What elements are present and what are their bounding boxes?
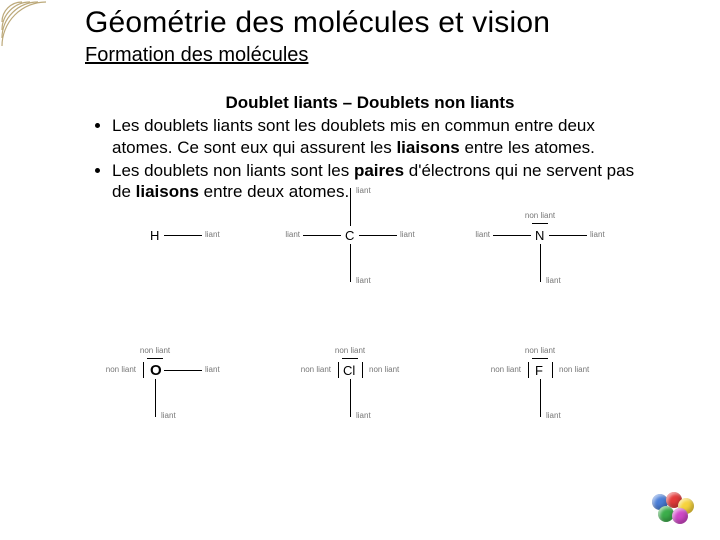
bond-line bbox=[532, 358, 548, 359]
page-subtitle: Formation des molécules bbox=[85, 44, 308, 67]
bond-label: liant bbox=[546, 411, 561, 420]
bond-line bbox=[532, 223, 548, 224]
bond-label: liant bbox=[356, 411, 371, 420]
bond-label: liant bbox=[400, 230, 415, 239]
bond-line bbox=[549, 235, 587, 236]
bond-line bbox=[350, 379, 351, 417]
bond-line bbox=[147, 358, 163, 359]
section-heading: Doublet liants – Doublets non liants bbox=[90, 92, 650, 113]
bond-line bbox=[350, 188, 351, 226]
bond-line bbox=[552, 362, 553, 378]
bond-line bbox=[493, 235, 531, 236]
bond-line bbox=[540, 379, 541, 417]
bond-label: liant bbox=[475, 230, 490, 239]
bond-label: non liant bbox=[140, 346, 170, 355]
bond-line bbox=[155, 379, 156, 417]
bond-label: non liant bbox=[559, 365, 589, 374]
atom-symbol: F bbox=[535, 363, 543, 378]
bond-line bbox=[143, 362, 144, 378]
bullet-item: Les doublets liants sont les doublets mi… bbox=[112, 115, 650, 158]
bond-label: liant bbox=[356, 186, 371, 195]
bond-label: non liant bbox=[491, 365, 521, 374]
bond-line bbox=[303, 235, 341, 236]
bold-word: liaisons bbox=[396, 138, 459, 157]
bullet-text: entre deux atomes. bbox=[199, 182, 349, 201]
bond-label: non liant bbox=[525, 346, 555, 355]
bond-line bbox=[540, 244, 541, 282]
bullet-text: entre les atomes. bbox=[460, 138, 595, 157]
atom-symbol: H bbox=[150, 228, 159, 243]
bond-label: non liant bbox=[106, 365, 136, 374]
bond-line bbox=[164, 235, 202, 236]
logo-icon bbox=[648, 492, 694, 526]
bullet-text: Les doublets non liants sont les bbox=[112, 161, 354, 180]
bond-label: liant bbox=[285, 230, 300, 239]
atom-symbol: Cl bbox=[343, 363, 355, 378]
bond-line bbox=[362, 362, 363, 378]
bond-label: liant bbox=[546, 276, 561, 285]
corner-ornament bbox=[0, 0, 80, 56]
bold-word: liaisons bbox=[136, 182, 199, 201]
bond-label: liant bbox=[205, 365, 220, 374]
atom-symbol: N bbox=[535, 228, 544, 243]
bond-line bbox=[359, 235, 397, 236]
atom-symbol: O bbox=[150, 362, 162, 379]
bond-label: liant bbox=[356, 276, 371, 285]
bullet-item: Les doublets non liants sont les paires … bbox=[112, 160, 650, 203]
bond-line bbox=[350, 244, 351, 282]
page-title: Géométrie des molécules et vision bbox=[85, 6, 550, 40]
bond-label: non liant bbox=[301, 365, 331, 374]
bond-label: non liant bbox=[525, 211, 555, 220]
bond-line bbox=[528, 362, 529, 378]
bond-line bbox=[342, 358, 358, 359]
bond-label: non liant bbox=[335, 346, 365, 355]
bond-label: liant bbox=[590, 230, 605, 239]
bond-line bbox=[164, 370, 202, 371]
atom-symbol: C bbox=[345, 228, 354, 243]
bond-label: liant bbox=[205, 230, 220, 239]
bold-word: paires bbox=[354, 161, 404, 180]
bond-label: liant bbox=[161, 411, 176, 420]
bond-label: non liant bbox=[369, 365, 399, 374]
bond-line bbox=[338, 362, 339, 378]
slide: Géométrie des molécules et vision Format… bbox=[0, 0, 720, 540]
